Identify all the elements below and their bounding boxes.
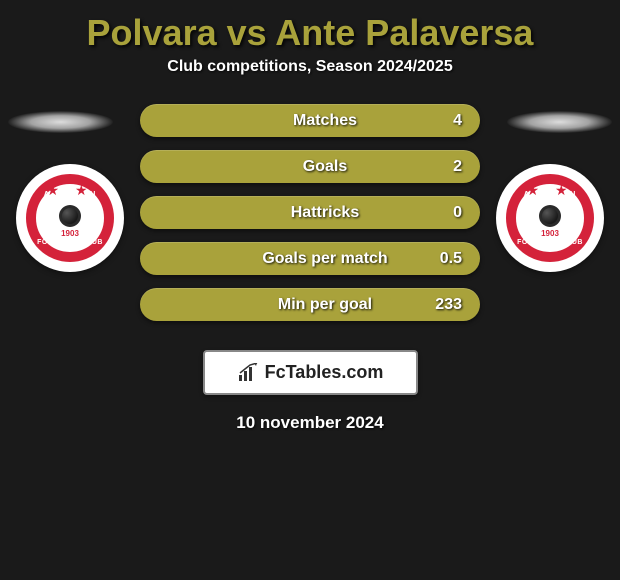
crest-inner: ABERDEEN ★ ★ 1903 FOOTBALL CLUB — [506, 174, 594, 262]
stat-rows: Matches 4 Goals 2 Hattricks 0 Goals per … — [140, 104, 480, 321]
stat-row-matches: Matches 4 — [140, 104, 480, 137]
left-badge-shadow — [8, 111, 113, 133]
stat-row-min-per-goal: Min per goal 233 — [140, 288, 480, 321]
crest-bottom-text: FOOTBALL CLUB — [36, 239, 104, 246]
stat-value: 4 — [453, 112, 462, 130]
stats-area: ABERDEEN ★ ★ 1903 FOOTBALL CLUB ABERDEEN… — [0, 104, 620, 334]
right-badge-shadow — [507, 111, 612, 133]
crest-year: 1903 — [61, 229, 79, 238]
stat-row-hattricks: Hattricks 0 — [140, 196, 480, 229]
stat-label: Min per goal — [278, 296, 372, 314]
left-club-crest: ABERDEEN ★ ★ 1903 FOOTBALL CLUB — [16, 164, 124, 272]
right-club-crest: ABERDEEN ★ ★ 1903 FOOTBALL CLUB — [496, 164, 604, 272]
crest-ball-icon — [59, 205, 81, 227]
stat-row-goals: Goals 2 — [140, 150, 480, 183]
comparison-card: Polvara vs Ante Palaversa Club competiti… — [0, 0, 620, 433]
stat-value: 233 — [435, 296, 462, 314]
brand-badge[interactable]: FcTables.com — [203, 350, 418, 395]
stat-label: Goals — [303, 158, 347, 176]
stat-value: 0 — [453, 204, 462, 222]
crest-ball-icon — [539, 205, 561, 227]
stat-value: 0.5 — [440, 250, 462, 268]
crest-outer: ABERDEEN ★ ★ 1903 FOOTBALL CLUB — [496, 164, 604, 272]
date-text: 10 november 2024 — [0, 413, 620, 433]
subtitle: Club competitions, Season 2024/2025 — [0, 58, 620, 76]
crest-bottom-text: FOOTBALL CLUB — [516, 239, 584, 246]
brand-text: FcTables.com — [265, 362, 384, 383]
stat-label: Matches — [293, 112, 357, 130]
stat-label: Goals per match — [262, 250, 387, 268]
crest-outer: ABERDEEN ★ ★ 1903 FOOTBALL CLUB — [16, 164, 124, 272]
stat-label: Hattricks — [291, 204, 359, 222]
crest-inner: ABERDEEN ★ ★ 1903 FOOTBALL CLUB — [26, 174, 114, 262]
stat-row-goals-per-match: Goals per match 0.5 — [140, 242, 480, 275]
chart-icon — [237, 363, 261, 383]
crest-year: 1903 — [541, 229, 559, 238]
crest-stars-icon: ★ ★ — [516, 182, 584, 199]
crest-stars-icon: ★ ★ — [36, 182, 104, 199]
stat-value: 2 — [453, 158, 462, 176]
page-title: Polvara vs Ante Palaversa — [0, 0, 620, 58]
